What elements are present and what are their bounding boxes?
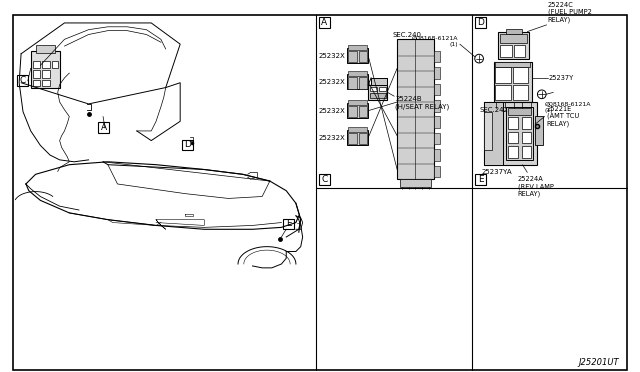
Text: Ø08168-6121A
(1): Ø08168-6121A (1) (412, 36, 458, 47)
Bar (368, 85, 387, 100)
Bar (495, 67, 511, 83)
Bar (33, 80, 40, 86)
Bar (182, 140, 193, 150)
Bar (506, 29, 522, 33)
Bar (42, 70, 50, 78)
Bar (17, 75, 28, 86)
Bar (434, 166, 440, 177)
Text: 25224C
(FUEL PUMP2
RELAY): 25224C (FUEL PUMP2 RELAY) (548, 2, 591, 23)
Text: 25224B
(H/SEAT RELAY): 25224B (H/SEAT RELAY) (396, 96, 449, 110)
Text: E: E (286, 219, 291, 228)
Bar (535, 116, 543, 145)
Bar (370, 93, 385, 98)
Bar (513, 85, 528, 100)
Bar (36, 45, 55, 53)
Bar (348, 106, 356, 118)
Bar (347, 48, 368, 64)
Text: 25232X: 25232X (318, 108, 345, 114)
Bar (508, 146, 518, 158)
Text: A: A (100, 123, 107, 132)
Bar (513, 67, 528, 83)
Bar (42, 61, 50, 68)
Bar (400, 179, 431, 187)
Bar (495, 62, 530, 67)
Bar (506, 107, 533, 160)
Bar (508, 108, 531, 115)
Bar (493, 61, 532, 102)
Bar (371, 78, 387, 85)
Bar (499, 32, 529, 59)
Bar (434, 149, 440, 161)
Bar (348, 45, 367, 50)
Bar (522, 118, 531, 129)
Bar (434, 116, 440, 128)
Bar (500, 45, 512, 57)
Bar (347, 130, 368, 145)
Text: SEC.240: SEC.240 (392, 32, 421, 38)
Bar (319, 174, 330, 185)
Text: SEC.242: SEC.242 (479, 107, 508, 113)
Bar (52, 61, 58, 68)
Text: Ø08168-6121A
(1): Ø08168-6121A (1) (545, 102, 591, 113)
Text: 25224A
(REV LAMP
RELAY): 25224A (REV LAMP RELAY) (518, 176, 554, 197)
Bar (33, 70, 40, 78)
Bar (484, 102, 503, 165)
Bar (434, 100, 440, 112)
Bar (370, 87, 377, 92)
Bar (500, 33, 527, 43)
Bar (476, 17, 486, 28)
Bar (508, 118, 518, 129)
Bar (434, 67, 440, 79)
Bar (484, 112, 492, 150)
Bar (348, 133, 356, 144)
Bar (31, 51, 60, 87)
Text: 25237Y: 25237Y (548, 75, 574, 81)
Text: 25232X: 25232X (318, 53, 345, 59)
Bar (476, 174, 486, 185)
Text: J25201UT: J25201UT (579, 358, 619, 367)
Bar (348, 127, 367, 132)
Bar (347, 74, 368, 90)
Bar (348, 51, 356, 62)
Text: 25232X: 25232X (318, 135, 345, 141)
Bar (379, 87, 385, 92)
Bar (347, 103, 368, 118)
Bar (434, 133, 440, 144)
Bar (358, 77, 367, 89)
Text: C: C (19, 76, 26, 85)
Text: 25221E
(AMT TCU
RELAY): 25221E (AMT TCU RELAY) (547, 106, 579, 127)
Bar (495, 85, 511, 100)
Bar (522, 132, 531, 144)
Bar (348, 100, 367, 105)
Bar (358, 106, 367, 118)
Bar (33, 61, 40, 68)
Bar (42, 80, 50, 86)
Circle shape (475, 54, 483, 63)
Bar (358, 133, 367, 144)
Bar (358, 51, 367, 62)
Text: C: C (321, 175, 328, 184)
Text: D: D (477, 18, 484, 27)
Bar (508, 132, 518, 144)
Bar (284, 219, 294, 229)
Circle shape (538, 90, 546, 99)
Bar (98, 122, 109, 133)
Text: 25237YA: 25237YA (481, 169, 511, 176)
Bar (484, 102, 537, 165)
Bar (522, 146, 531, 158)
Bar (348, 71, 367, 76)
Text: 25232X: 25232X (318, 79, 345, 85)
Text: E: E (477, 175, 483, 184)
Bar (397, 39, 434, 179)
Text: D: D (184, 140, 191, 150)
Bar (514, 45, 525, 57)
Text: A: A (321, 18, 328, 27)
Bar (319, 17, 330, 28)
Bar (434, 84, 440, 95)
Bar (434, 51, 440, 62)
Bar (348, 77, 356, 89)
